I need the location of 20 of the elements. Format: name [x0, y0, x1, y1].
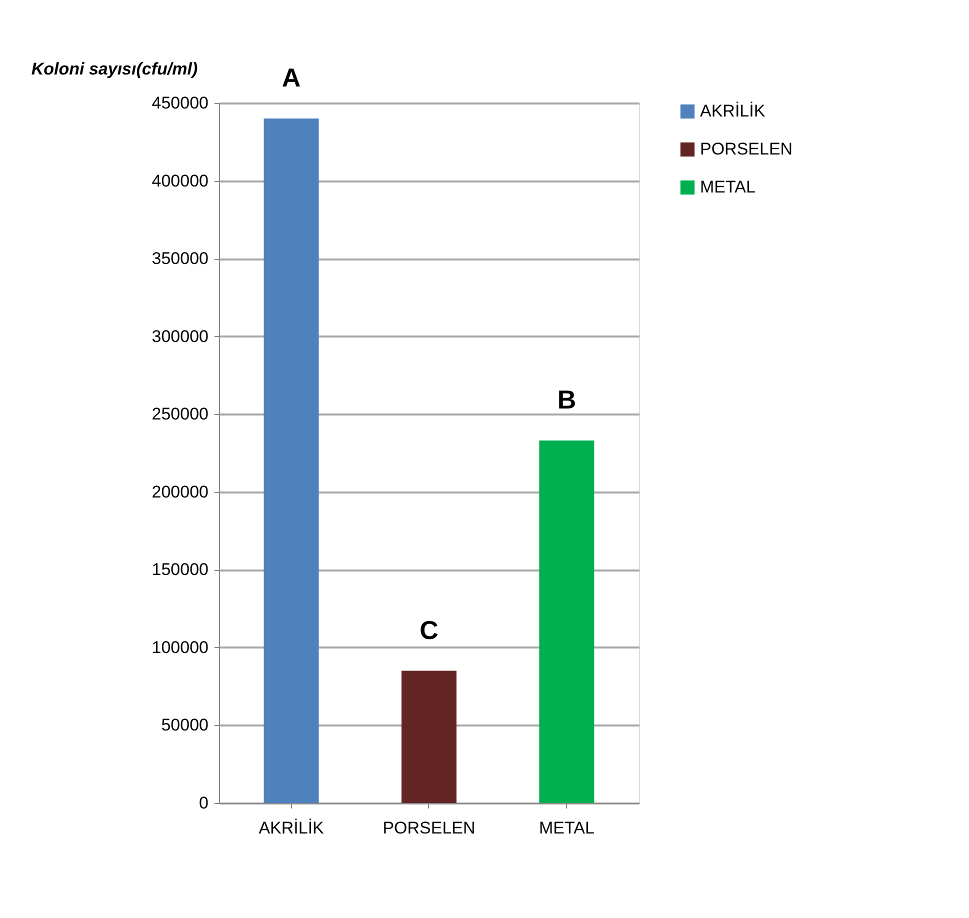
y-tick-label: 400000 [152, 171, 208, 190]
annotation: B [557, 384, 576, 415]
legend-label: PORSELEN [700, 140, 793, 158]
legend-label: METAL [700, 178, 756, 196]
y-tick-label: 50000 [161, 716, 208, 735]
x-tick-label: METAL [538, 818, 594, 838]
y-tick-label: 100000 [152, 638, 208, 657]
legend-label: AKRİLİK [700, 102, 766, 120]
annotation: A [282, 62, 301, 93]
annotation: C [420, 614, 439, 645]
y-tick-label: 300000 [152, 326, 208, 346]
y-axis-title: Koloni sayısı(cfu/ml) [31, 60, 198, 78]
x-tick-label: PORSELEN [382, 818, 476, 838]
y-tick-label: 350000 [152, 249, 208, 268]
y-tick-label: 200000 [152, 482, 208, 502]
x-tick-label: AKRİLİK [258, 818, 325, 838]
y-tick-label: 150000 [152, 560, 208, 580]
y-tick-label: 0 [199, 794, 208, 812]
y-tick-label: 450000 [152, 94, 208, 112]
y-tick-label: 250000 [152, 404, 208, 424]
